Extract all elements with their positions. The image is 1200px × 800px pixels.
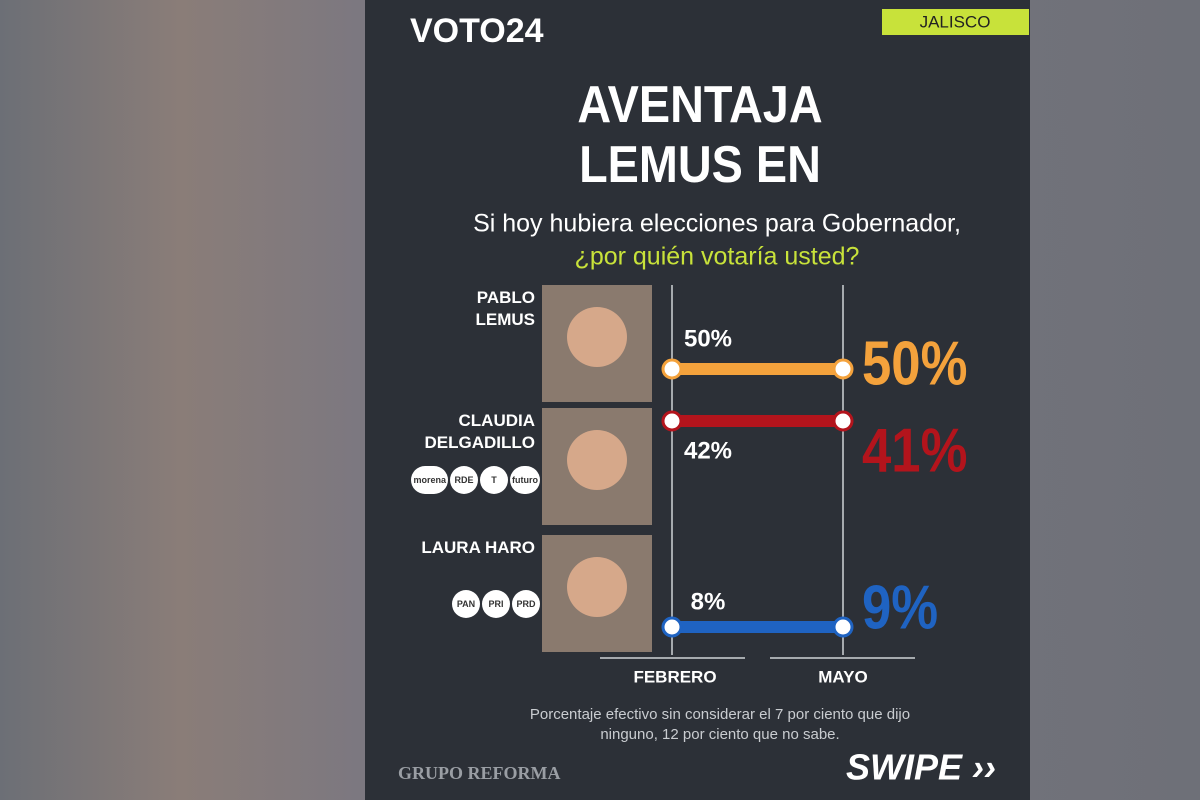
- dot: [832, 358, 854, 380]
- infographic-panel: [365, 0, 1030, 800]
- photo-face: [567, 557, 627, 617]
- photo-face: [567, 430, 627, 490]
- value-label: 8%: [691, 588, 726, 615]
- subtitle: Si hoy hubiera elecciones para Gobernado…: [473, 210, 961, 238]
- swipe-button[interactable]: SWIPE ››: [846, 747, 996, 788]
- value-label: 42%: [684, 437, 732, 464]
- source: GRUPO REFORMA: [398, 763, 560, 783]
- brand-logo: VOTO24: [410, 12, 544, 50]
- value-label-large: 41%: [862, 416, 967, 485]
- party-logo: futuro: [510, 466, 540, 494]
- category-label: FEBRERO: [633, 667, 716, 686]
- candidate-name: PABLO LEMUS: [475, 288, 536, 329]
- party-logo: PAN: [452, 590, 480, 618]
- dot: [661, 410, 683, 432]
- note-box: Porcentaje efectivo sin considerar el 7 …: [529, 706, 911, 743]
- party-logo: PRI: [482, 590, 510, 618]
- party-logo: PRD: [512, 590, 540, 618]
- region-badge: [882, 9, 1029, 35]
- candidate-name: CLAUDIA DELGADILLO: [424, 411, 536, 452]
- question: ¿por quién votaría usted?: [575, 243, 860, 271]
- note: Porcentaje efectivo sin considerar el 7 …: [529, 706, 911, 743]
- dot: [661, 616, 683, 638]
- candidate-name: LAURA HARO: [421, 538, 535, 557]
- title-box: AVENTAJA LEMUS EN JALISCO: [577, 76, 823, 205]
- party-logo: morena: [411, 466, 448, 494]
- dot: [661, 358, 683, 380]
- party-logos: PAN PRI PRD: [410, 590, 540, 618]
- dot: [832, 410, 854, 432]
- value-label-large: 9%: [862, 573, 938, 642]
- region-label: JALISCO: [920, 12, 991, 31]
- chart-title: AVENTAJA LEMUS EN JALISCO: [577, 76, 823, 205]
- value-label-large: 50%: [862, 329, 967, 398]
- party-logo: RDE: [450, 466, 478, 494]
- photo-face: [567, 307, 627, 367]
- value-label: 50%: [684, 325, 732, 352]
- category-label: MAYO: [818, 667, 867, 686]
- dot: [832, 616, 854, 638]
- party-logo: T: [480, 466, 508, 494]
